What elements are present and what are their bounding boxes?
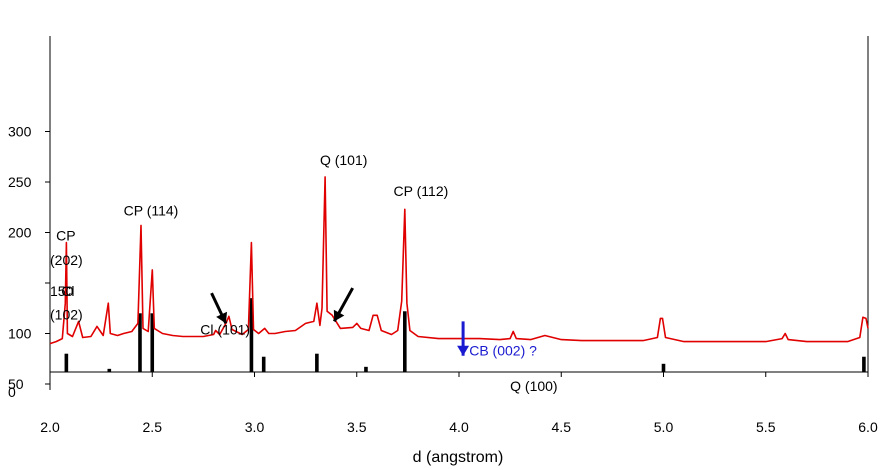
annotation-label: Cl — [61, 283, 74, 299]
x-tick-label: 3.5 — [347, 419, 367, 435]
reference-bar — [150, 313, 155, 372]
x-tick-label: 5.5 — [756, 419, 776, 435]
chart-axes — [45, 36, 869, 390]
tick-labels: 050 100 200 250 300 2.0 2.5 3.0 3.5 4.0 4.5 5.0 5.5 6… — [8, 124, 878, 436]
diffraction-trace — [49, 176, 869, 345]
y-tick-label: 0 — [8, 384, 16, 400]
x-tick-label: 5.0 — [654, 419, 674, 435]
annotation-label: (102) — [50, 306, 83, 322]
annotation-label: CP — [56, 228, 75, 244]
reference-bar — [403, 311, 407, 372]
reference-bar — [315, 353, 319, 372]
annotation-label: CB (002) ? — [469, 343, 537, 359]
x-tick-label: 2.5 — [143, 419, 163, 435]
reference-bar — [862, 356, 866, 372]
annotation-label: Cl (101) — [200, 321, 250, 337]
x-tick-label: 4.5 — [552, 419, 572, 435]
reference-bar — [107, 368, 112, 372]
series-line — [49, 176, 869, 345]
annotation-arrow-head — [333, 309, 345, 322]
reference-bar — [249, 298, 254, 372]
x-axis-label: d (angstrom) — [413, 449, 504, 466]
x-tick-label: 4.0 — [449, 419, 469, 435]
y-tick-label: 100 — [8, 326, 32, 342]
annotation-label: Q (101) — [320, 152, 367, 168]
reference-bar — [364, 366, 368, 372]
annotation-label: Q (100) — [510, 378, 557, 394]
x-tick-label: 2.0 — [40, 419, 60, 435]
reference-bar — [261, 356, 266, 372]
y-tick-label: 200 — [8, 225, 32, 241]
y-tick-label: 50 — [8, 376, 24, 392]
reference-bar — [138, 313, 142, 372]
annotation-label: CP (112) — [394, 183, 449, 199]
reference-bar — [661, 363, 666, 372]
x-tick-label: 6.0 — [858, 419, 878, 435]
annotation-label: 150 — [50, 283, 74, 299]
annotation-label: (202) — [50, 252, 83, 268]
reference-bar — [64, 353, 69, 372]
annotation-arrow-head — [457, 345, 470, 356]
reference-bars — [64, 298, 866, 372]
annotation-arrow-head — [216, 311, 228, 324]
y-tick-label: 250 — [8, 174, 32, 190]
annotation-label: CP (114) — [124, 202, 179, 218]
x-tick-label: 3.0 — [245, 419, 265, 435]
y-tick-label: 300 — [8, 124, 32, 140]
